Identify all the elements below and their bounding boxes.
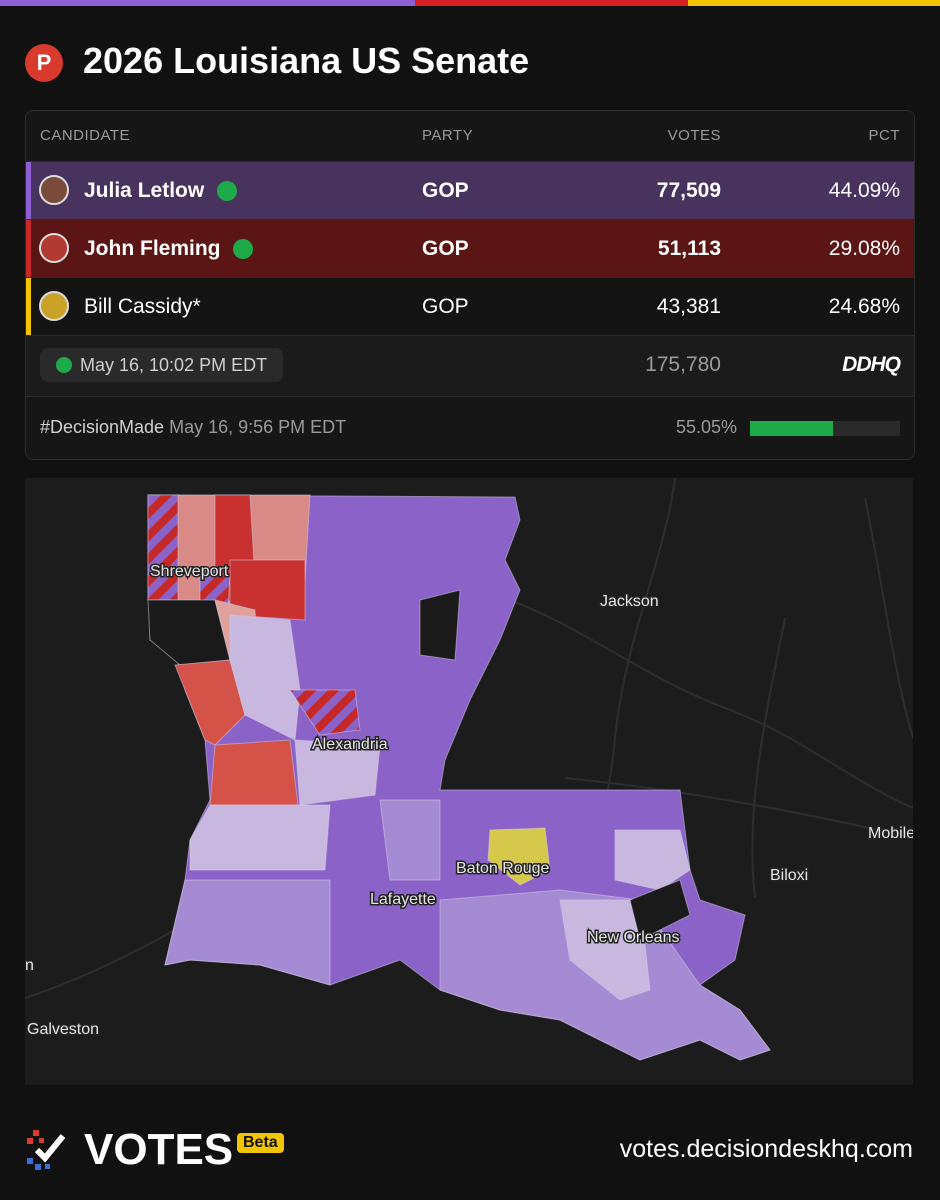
column-header: CANDIDATE bbox=[40, 127, 131, 144]
update-pill: May 16, 10:02 PM EDT bbox=[40, 348, 284, 382]
party: GOP bbox=[422, 295, 469, 318]
brand-name: VOTES bbox=[84, 1125, 234, 1174]
site-url[interactable]: votes.decisiondeskhq.com bbox=[619, 1135, 913, 1163]
city-label: Biloxi bbox=[770, 867, 808, 884]
avatar bbox=[39, 175, 69, 205]
candidate-row[interactable]: John Fleming GOP 51,113 29.08% bbox=[26, 219, 914, 278]
row-accent bbox=[26, 278, 31, 336]
summary-row: May 16, 10:02 PM EDT 175,780 DDHQ bbox=[26, 335, 914, 396]
column-header: PARTY bbox=[422, 127, 474, 144]
results-table: CANDIDATE PARTY VOTES PCT Julia Letlow G… bbox=[25, 110, 915, 460]
city-label: Lafayette bbox=[370, 891, 436, 908]
stripe-yellow bbox=[688, 0, 940, 6]
pct: 29.08% bbox=[828, 237, 900, 260]
source-logo: DDHQ bbox=[842, 353, 901, 376]
reporting-bar bbox=[750, 421, 833, 436]
race-title: 2026 Louisiana US Senate bbox=[83, 40, 530, 81]
city-label: Galveston bbox=[27, 1021, 99, 1038]
city-label: New Orleans bbox=[587, 929, 679, 946]
candidate-row[interactable]: Bill Cassidy* GOP 43,381 24.68% bbox=[26, 277, 914, 336]
avatar bbox=[39, 233, 69, 263]
map-svg: Shreveport Jackson Alexandria Baton Roug… bbox=[24, 477, 917, 1061]
votes: 43,381 bbox=[656, 295, 721, 318]
decision-row: #DecisionMade May 16, 9:56 PM EDT 55.05% bbox=[26, 396, 914, 459]
votes: 77,509 bbox=[656, 179, 721, 202]
city-label: Baton Rouge bbox=[456, 860, 550, 877]
pct: 24.68% bbox=[828, 295, 900, 318]
party: GOP bbox=[422, 237, 469, 260]
beta-badge: Beta bbox=[237, 1133, 284, 1153]
update-time: May 16, 10:02 PM EDT bbox=[80, 355, 268, 375]
row-accent bbox=[26, 220, 31, 278]
reporting-label: 55.05% bbox=[675, 417, 737, 437]
city-label: n bbox=[25, 957, 34, 974]
live-dot bbox=[56, 357, 72, 373]
winner-arrow bbox=[233, 239, 253, 259]
parishes bbox=[147, 494, 771, 1061]
candidate-name: John Fleming bbox=[84, 237, 221, 260]
avatar bbox=[39, 291, 69, 321]
city-label: Jackson bbox=[600, 593, 659, 610]
stripe-red bbox=[415, 0, 688, 6]
decision-info: #DecisionMade May 16, 9:56 PM EDT bbox=[40, 417, 346, 438]
row-accent bbox=[26, 162, 31, 220]
pct: 44.09% bbox=[828, 179, 900, 202]
results-map[interactable]: Shreveport Jackson Alexandria Baton Roug… bbox=[24, 477, 917, 1085]
brand-icon bbox=[27, 1130, 66, 1170]
reporting-track bbox=[750, 421, 900, 436]
city-label: Alexandria bbox=[312, 736, 388, 753]
map-labels: Shreveport Jackson Alexandria Baton Roug… bbox=[24, 562, 917, 1040]
total-votes: 175,780 bbox=[645, 353, 721, 376]
decision-tag: #DecisionMade bbox=[40, 417, 165, 437]
stripe-purple bbox=[0, 0, 415, 6]
candidate-name: Bill Cassidy* bbox=[84, 295, 201, 318]
winner-arrow bbox=[217, 181, 237, 201]
candidate-row[interactable]: Julia Letlow GOP 77,509 44.09% bbox=[26, 161, 914, 220]
party-badge: P bbox=[25, 44, 63, 82]
column-header: VOTES bbox=[667, 127, 721, 144]
candidate-name: Julia Letlow bbox=[84, 179, 205, 202]
party: GOP bbox=[422, 179, 469, 202]
column-header: PCT bbox=[868, 127, 900, 144]
votes: 51,113 bbox=[657, 237, 721, 260]
decision-time: May 16, 9:56 PM EDT bbox=[169, 417, 347, 437]
city-label: Mobile bbox=[868, 825, 913, 842]
city-label: Shreveport bbox=[150, 563, 229, 580]
